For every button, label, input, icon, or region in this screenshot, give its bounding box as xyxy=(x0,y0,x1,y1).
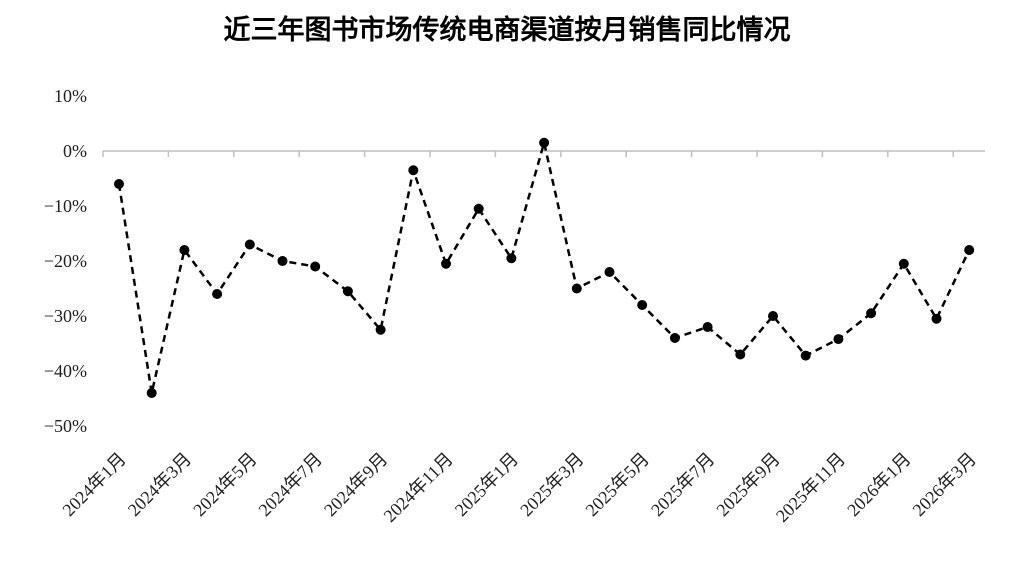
x-tick-label: 2024年7月 xyxy=(255,449,326,520)
data-points xyxy=(114,137,975,398)
data-point xyxy=(669,333,680,343)
chart-title: 近三年图书市场传统电商渠道按月销售同比情况 xyxy=(223,15,791,46)
y-tick-label: −40% xyxy=(44,361,87,381)
data-point xyxy=(212,289,223,299)
data-point xyxy=(277,256,288,266)
x-tick-label: 2025年11月 xyxy=(772,449,849,526)
y-tick-label: −10% xyxy=(44,196,87,216)
data-point xyxy=(244,239,255,250)
x-tick-label: 2024年1月 xyxy=(58,449,129,520)
x-tick-label: 2025年1月 xyxy=(451,449,522,520)
data-point xyxy=(702,322,713,332)
x-tick-label: 2026年3月 xyxy=(909,449,980,520)
x-tick-label: 2025年5月 xyxy=(582,449,653,520)
data-point xyxy=(473,203,484,214)
x-tick-label: 2024年11月 xyxy=(380,449,457,526)
data-point xyxy=(310,261,321,272)
y-tick-label: −50% xyxy=(44,416,87,436)
data-point xyxy=(342,286,353,297)
data-point xyxy=(637,300,648,310)
x-tick-label: 2024年5月 xyxy=(189,449,260,520)
x-tick-label: 2026年1月 xyxy=(843,449,914,520)
data-point xyxy=(866,308,877,319)
data-point xyxy=(931,313,942,324)
data-point xyxy=(114,179,124,189)
data-point xyxy=(898,258,909,269)
y-axis-ticks: 10% 0% −10% −20% −30% −40% −50% xyxy=(44,86,87,436)
data-point xyxy=(408,165,419,176)
y-tick-label: 10% xyxy=(54,86,87,106)
x-tick-label: 2025年7月 xyxy=(647,449,718,520)
y-tick-label: −20% xyxy=(44,251,87,271)
data-point xyxy=(441,258,451,269)
x-tick-label: 2024年3月 xyxy=(124,449,195,520)
data-point xyxy=(179,245,190,255)
data-point xyxy=(768,311,778,321)
data-point xyxy=(146,388,157,398)
data-point xyxy=(375,324,386,335)
data-point xyxy=(539,137,550,148)
series-line xyxy=(117,142,971,394)
y-tick-label: 0% xyxy=(63,141,87,161)
data-point xyxy=(604,267,615,277)
data-point xyxy=(506,253,517,264)
data-point xyxy=(964,245,975,255)
data-point xyxy=(800,350,811,361)
data-point xyxy=(833,334,844,345)
data-point xyxy=(571,283,582,294)
data-point xyxy=(735,349,746,360)
x-tick-label: 2025年3月 xyxy=(516,449,587,520)
y-tick-label: −30% xyxy=(44,306,87,326)
